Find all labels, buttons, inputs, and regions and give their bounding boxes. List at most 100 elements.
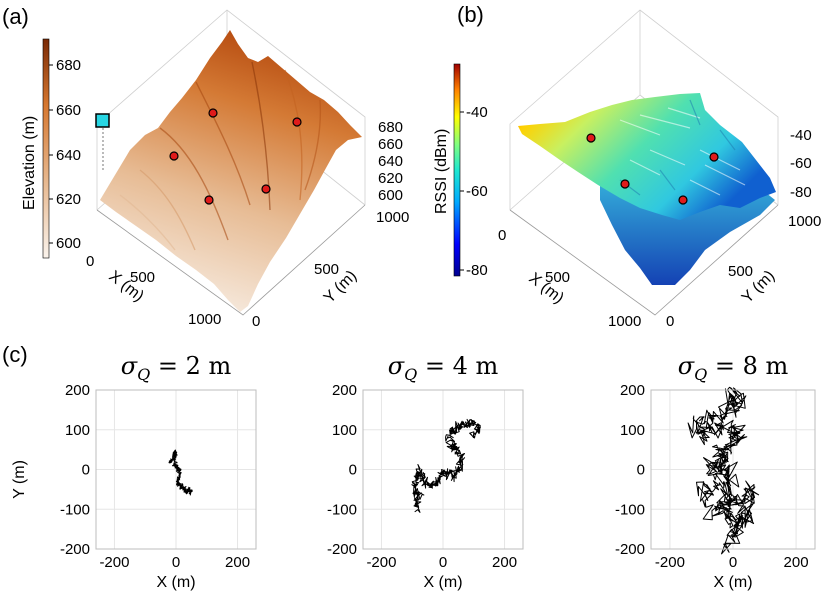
z-tick-620: 620 [378, 170, 403, 187]
y-tick-label: 0 [82, 462, 90, 479]
node-marker [620, 179, 630, 189]
panel-a: (a) 600 620 640 660 680 Elevation (m) [2, 4, 409, 330]
x-tick-label: -200 [366, 554, 396, 571]
rssi-tick-neg60: -60 [466, 183, 488, 200]
rssi-surface [518, 93, 776, 220]
z-tick-680: 680 [378, 119, 403, 136]
node-marker [208, 108, 218, 118]
y-tick-label: -100 [615, 501, 645, 518]
panel-b-label: (b) [457, 2, 484, 27]
x-tick-0: 0 [86, 253, 94, 270]
axes-box [362, 389, 524, 550]
y-tick-500: 500 [728, 263, 753, 280]
rssi-colorbar: -80 -60 -40 RSSI (dBm) [433, 63, 488, 279]
x-tick-label: 200 [784, 554, 809, 571]
panel-c-label: (c) [2, 342, 28, 367]
subplot-title: σQ = 2 m [121, 352, 232, 384]
x-tick-label: 200 [492, 554, 517, 571]
y-tick-label: 200 [332, 382, 357, 399]
elevation-colorbar: 600 620 640 660 680 Elevation (m) [21, 38, 81, 259]
panel-b: (b) -80 -60 -40 RSSI (dBm) [433, 2, 821, 330]
y-tick-0: 0 [252, 313, 260, 330]
rssi-tick-neg80: -80 [466, 262, 488, 279]
y-tick-label: 0 [349, 462, 357, 479]
node-marker [678, 195, 688, 205]
y-tick-1000: 1000 [376, 209, 409, 226]
y-axis-label: Y (m) [11, 460, 28, 499]
rssi-colorbar-bar [453, 63, 461, 277]
terrain-ridges [119, 61, 322, 251]
axes-box [95, 389, 257, 550]
y-tick-label: -200 [327, 541, 357, 558]
walk-trajectory-line [687, 386, 760, 555]
y-tick-label: 100 [332, 422, 357, 439]
y-tick-label: -200 [615, 541, 645, 558]
base-station-marker [95, 113, 110, 128]
x-tick-label: -200 [99, 554, 129, 571]
x-tick-1000: 1000 [608, 313, 641, 330]
elevation-tick-600: 600 [56, 235, 81, 252]
x-tick-1000: 1000 [188, 311, 221, 328]
panel-b-x-axis: 0 500 1000 X (m) [498, 227, 641, 330]
y-tick-label: 100 [65, 422, 90, 439]
panel-a-label: (a) [2, 4, 29, 29]
x-tick-500: 500 [130, 269, 155, 286]
panel-b-z-axis: -40 -60 -80 [790, 127, 812, 201]
y-tick-0: 0 [666, 313, 674, 330]
node-marker [709, 152, 719, 162]
x-tick-label: 0 [172, 554, 180, 571]
y-tick-1000: 1000 [788, 213, 821, 230]
x-axis-label: X (m) [713, 574, 752, 591]
z-tick-neg40: -40 [790, 127, 812, 144]
node-marker [292, 117, 302, 127]
y-tick-label: -100 [60, 501, 90, 518]
rssi-surface-dark-strips [619, 99, 736, 196]
x-axis-label: X (m) [156, 574, 195, 591]
x-axis-label: X (m) [423, 574, 462, 591]
panel-a-z-axis: 680 660 640 620 600 [378, 119, 403, 204]
elevation-tick-680: 680 [56, 57, 81, 74]
subplot-title: σQ = 8 m [678, 352, 789, 384]
y-tick-label: 100 [620, 422, 645, 439]
node-marker [586, 133, 596, 143]
x-tick-label: 200 [225, 554, 250, 571]
walk-plot-2: -200 0 200 -200 -100 0 100 200 X (m) σQ = 4 m [327, 352, 524, 591]
walk-trajectory-line [411, 418, 481, 513]
node-marker [169, 151, 179, 161]
elevation-colorbar-label: Elevation (m) [21, 116, 38, 210]
z-tick-neg80: -80 [790, 184, 812, 201]
rssi-tick-neg40: -40 [466, 104, 488, 121]
rssi-colorbar-label: RSSI (dBm) [433, 129, 450, 214]
y-tick-label: 200 [620, 382, 645, 399]
node-marker [204, 195, 214, 205]
x-tick-label: 0 [439, 554, 447, 571]
z-tick-600: 600 [378, 187, 403, 204]
elevation-tick-620: 620 [56, 191, 81, 208]
x-tick-label: 0 [729, 554, 737, 571]
node-marker [261, 184, 271, 194]
elevation-colorbar-bar [42, 38, 50, 259]
rssi-surface-texture [619, 107, 746, 196]
y-tick-label: 200 [65, 382, 90, 399]
y-tick-500: 500 [314, 261, 339, 278]
elevation-terrain-surface [100, 30, 362, 312]
y-tick-label: -200 [60, 541, 90, 558]
subplot-title: σQ = 4 m [388, 352, 499, 384]
z-tick-640: 640 [378, 153, 403, 170]
x-tick-label: -200 [655, 554, 685, 571]
walk-trajectory-line [168, 449, 193, 496]
walk-plot-1: -200 0 200 -200 -100 0 100 200 X (m) Y (m) σQ = 2 … [11, 352, 257, 591]
axes-box [650, 389, 816, 550]
x-tick-0: 0 [498, 227, 506, 244]
z-tick-660: 660 [378, 136, 403, 153]
y-tick-label: -100 [327, 501, 357, 518]
walk-plot-3: -200 0 200 -200 -100 0 100 200 X (m) σQ = 8 m [615, 352, 816, 591]
elevation-tick-640: 640 [56, 147, 81, 164]
x-tick-500: 500 [545, 269, 570, 286]
z-tick-neg60: -60 [790, 155, 812, 172]
panel-c: (c) -200 0 200 -200 -100 0 100 200 X (m) Y (m) σQ … [2, 342, 816, 591]
elevation-tick-660: 660 [56, 102, 81, 119]
y-tick-label: 0 [637, 462, 645, 479]
random-walk-plots: -200 0 200 -200 -100 0 100 200 X (m) Y (m) σQ = 2 … [11, 352, 816, 591]
